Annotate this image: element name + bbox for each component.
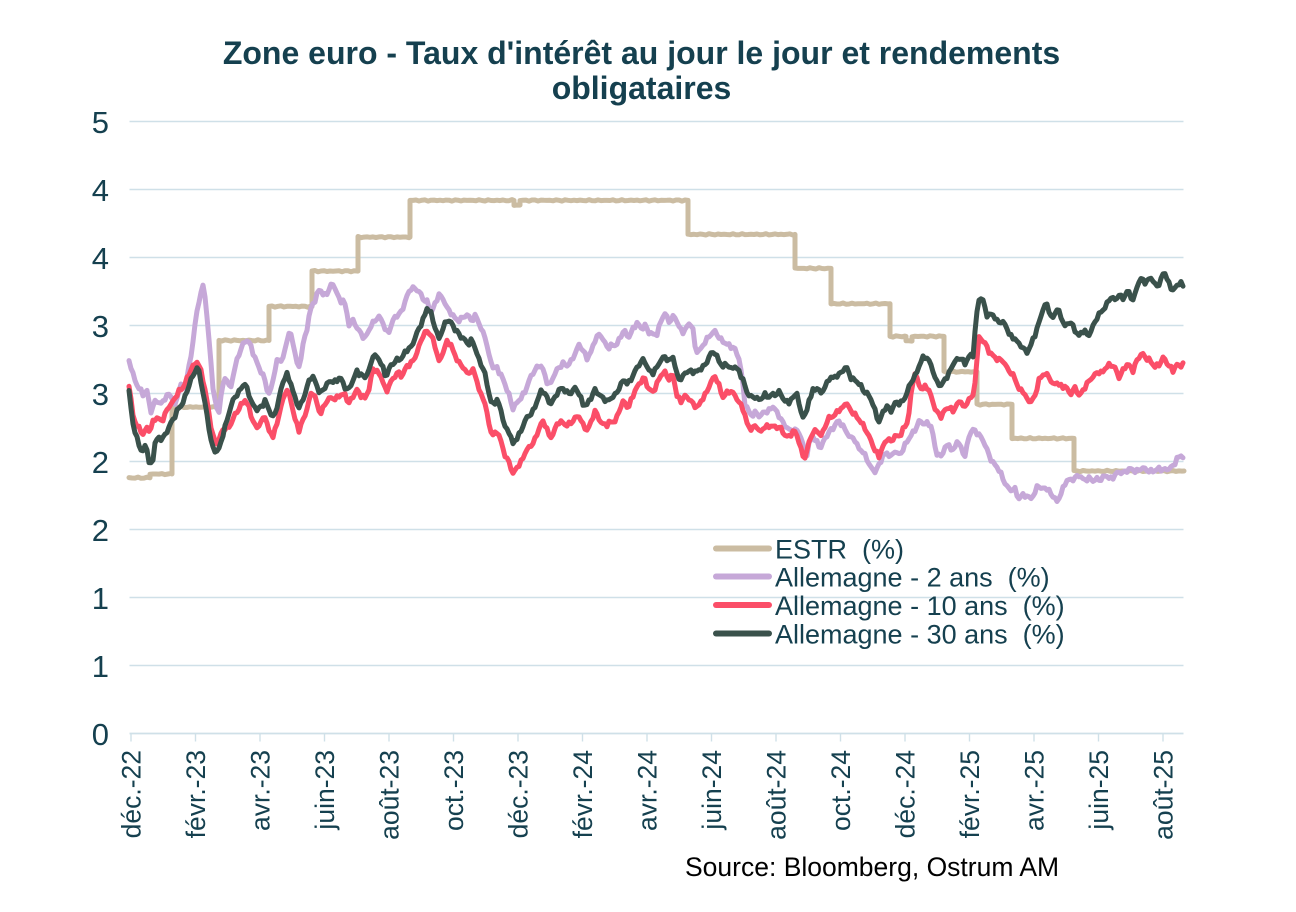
svg-text:Source: Bloomberg, Ostrum AM: Source: Bloomberg, Ostrum AM (685, 852, 1059, 882)
svg-text:ESTR (%): ESTR (%) (775, 534, 904, 564)
svg-text:déc.-23: déc.-23 (504, 750, 534, 838)
svg-text:déc.-22: déc.-22 (117, 750, 147, 838)
svg-text:0: 0 (92, 717, 109, 752)
svg-text:Allemagne - 30 ans (%): Allemagne - 30 ans (%) (775, 619, 1065, 649)
svg-text:févr.-24: févr.-24 (568, 750, 598, 838)
svg-text:Allemagne - 10 ans (%): Allemagne - 10 ans (%) (775, 591, 1065, 621)
svg-text:déc.-24: déc.-24 (891, 750, 921, 838)
svg-text:févr.-25: févr.-25 (955, 750, 985, 838)
svg-text:1: 1 (92, 649, 109, 684)
svg-text:Zone euro - Taux d'intérêt au: Zone euro - Taux d'intérêt au jour le jo… (223, 35, 1060, 71)
svg-text:août-24: août-24 (762, 750, 792, 840)
svg-text:juin-25: juin-25 (1084, 750, 1114, 831)
svg-text:avr.-25: avr.-25 (1020, 750, 1050, 831)
svg-text:oct.-24: oct.-24 (826, 750, 856, 831)
svg-text:4: 4 (92, 241, 109, 276)
svg-text:août-23: août-23 (375, 750, 405, 840)
svg-text:août-25: août-25 (1149, 750, 1179, 840)
svg-text:Allemagne - 2 ans (%): Allemagne - 2 ans (%) (775, 562, 1050, 592)
svg-text:3: 3 (92, 377, 109, 412)
svg-text:5: 5 (92, 105, 109, 140)
svg-text:3: 3 (92, 309, 109, 344)
svg-text:févr.-23: févr.-23 (181, 750, 211, 838)
svg-text:oct.-23: oct.-23 (439, 750, 469, 831)
svg-text:2: 2 (92, 513, 109, 548)
svg-text:avr.-23: avr.-23 (246, 750, 276, 831)
svg-text:juin-24: juin-24 (697, 750, 727, 831)
svg-text:obligataires: obligataires (552, 70, 732, 106)
svg-text:avr.-24: avr.-24 (633, 750, 663, 831)
svg-text:2: 2 (92, 445, 109, 480)
svg-text:4: 4 (92, 173, 109, 208)
svg-text:juin-23: juin-23 (310, 750, 340, 831)
svg-text:1: 1 (92, 581, 109, 616)
